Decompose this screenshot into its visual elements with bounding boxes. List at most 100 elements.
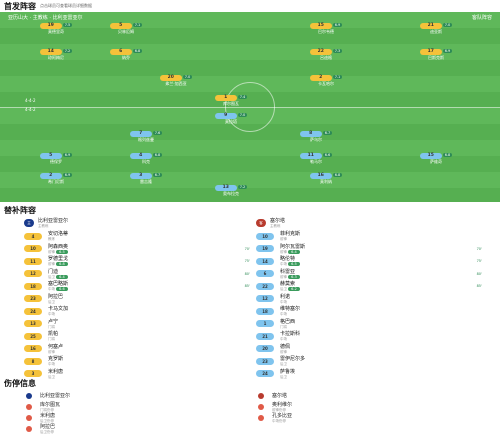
home-coach[interactable]: 主 比利亚雷亚尔 主教练	[24, 217, 68, 229]
sub-number: 20	[256, 345, 274, 353]
home-player-6[interactable]: 22 7.3 吕迪格	[300, 48, 352, 60]
player-number: 4	[129, 153, 152, 159]
injury-name: 孔多比亚	[272, 412, 293, 419]
home-player-5[interactable]: 6 6.8 纳乔	[100, 48, 152, 60]
player-rating: 7.5	[62, 23, 73, 27]
home-player-4[interactable]: 14 7.2 琼阿梅尼	[30, 48, 82, 60]
home-player-3[interactable]: 21 7.0 迪亚斯	[410, 22, 462, 34]
player-name: 弗兰·加西亚	[165, 81, 187, 86]
sub-name: 何塞卢	[48, 343, 64, 350]
home-player-0[interactable]: 19 7.5 莫德里奇	[30, 22, 82, 34]
home-sub-row[interactable]: 16 何塞卢 前锋	[24, 343, 250, 356]
injury-name: 奥利维尔	[272, 401, 293, 408]
sub-name: 阿拉巴	[48, 293, 64, 300]
away-sub-row[interactable]: 23 雷伊尼尔多 后卫	[256, 355, 482, 368]
away-injury-row[interactable]: 孔多比亚 中场伤停	[256, 412, 482, 423]
away-sub-row[interactable]: 12 利诺 中场	[256, 293, 482, 306]
sub-position: 后卫 6.4	[48, 274, 250, 279]
sub-rating: 6.3	[288, 274, 300, 279]
home-player-8[interactable]: 20 7.0 弗兰·加西亚	[150, 74, 202, 86]
away-team-label: 客队阵容	[471, 15, 492, 21]
player-rating: 7.1	[132, 23, 143, 27]
away-player-3[interactable]: 5 6.9 德保罗	[30, 152, 82, 164]
player-name: 德保罗	[50, 159, 62, 164]
away-player-0[interactable]: 9 7.0 莫拉塔	[205, 112, 257, 124]
away-sub-row[interactable]: 22 赫莫索 后卫 6.2 85'	[256, 280, 482, 293]
home-sub-row[interactable]: 23 阿拉巴 后卫	[24, 293, 250, 306]
away-sub-row[interactable]: 21 卡拉斯科 中场	[256, 330, 482, 343]
home-injury-row[interactable]: 米利唐 后卫伤停	[24, 412, 250, 423]
away-player-9[interactable]: 16 6.8 莫利纳	[300, 172, 352, 184]
home-sub-row[interactable]: 4 安切洛蒂 教练	[24, 230, 250, 243]
home-sub-row[interactable]: 10 阿森西奥 前锋 6.5 70'	[24, 243, 250, 256]
home-team-label: 亚历山大 · 主教练 · 比利亚雷亚尔	[8, 15, 83, 21]
home-sub-row[interactable]: 18 塞巴略斯 中场 6.6 85'	[24, 280, 250, 293]
away-sub-row[interactable]: 10 菲利克斯 前锋	[256, 230, 482, 243]
home-sub-row[interactable]: 8 克罗斯 中场	[24, 355, 250, 368]
sub-number: 12	[256, 295, 274, 303]
away-injury-coach: 塞尔塔	[256, 390, 482, 401]
away-player-5[interactable]: 11 6.6 勒马尔	[290, 152, 342, 164]
sub-name: 雷伊尼尔多	[280, 356, 306, 363]
player-number: 15	[419, 153, 442, 159]
away-sub-row[interactable]: 19 阿尔瓦雷斯 前锋 6.4 70'	[256, 243, 482, 256]
sub-name: 德佩	[280, 343, 291, 350]
home-sub-row[interactable]: 12 门迪 后卫 6.4 80'	[24, 268, 250, 281]
away-sub-row[interactable]: 14 略伦特 中场 6.5 75'	[256, 255, 482, 268]
player-number: 21	[419, 23, 442, 29]
player-rating: 6.9	[442, 49, 453, 53]
injury-name: 阿拉巴	[40, 423, 56, 430]
away-sub-row[interactable]: 20 德佩 前锋	[256, 343, 482, 356]
player-rating: 7.0	[237, 113, 248, 117]
sub-name: 萨鲁埃	[280, 368, 296, 375]
away-player-10[interactable]: 13 7.2 奥布拉克	[205, 184, 257, 196]
sub-number: 24	[24, 307, 42, 315]
away-player-2[interactable]: 8 6.7 萨乌尔	[290, 130, 342, 142]
sub-number: 22	[256, 282, 274, 290]
away-player-4[interactable]: 4 6.8 科克	[120, 152, 172, 164]
player-name: 纳乔	[122, 55, 130, 60]
sub-name: 阿森西奥	[48, 243, 69, 250]
lineup-header: 首发阵容 点击球员可查看球员详细数据	[0, 0, 500, 12]
home-sub-row[interactable]: 11 罗德里戈 前锋 6.8 75'	[24, 255, 250, 268]
sub-number: 8	[24, 357, 42, 365]
player-number: 9	[214, 113, 237, 119]
home-sub-row[interactable]: 13 卢宁 门将	[24, 318, 250, 331]
sub-position: 前锋 6.5	[48, 249, 250, 254]
sub-name: 利诺	[280, 293, 291, 300]
sub-rating: 6.6	[56, 287, 68, 292]
away-injury-row[interactable]: 奥利维尔 前锋伤停	[256, 401, 482, 412]
sub-name: 凯帕	[48, 331, 59, 338]
home-player-9[interactable]: 2 7.1 卡瓦哈尔	[300, 74, 352, 86]
home-player-1[interactable]: 5 7.1 贝林厄姆	[100, 22, 152, 34]
sub-position: 前锋	[48, 349, 55, 354]
home-sub-row[interactable]: 3 米利唐 后卫	[24, 368, 250, 381]
away-coach[interactable]: 客 塞尔塔 主教练	[256, 217, 285, 229]
sub-name: 门迪	[48, 268, 59, 275]
away-sub-row[interactable]: 1 格巴西 门将	[256, 318, 482, 331]
home-injury-list: 比利亚雷亚尔 库尔图瓦 门将伤停 米利唐 后卫伤停 阿拉巴 后卫伤停	[24, 390, 250, 434]
home-player-10[interactable]: 1 7.4 库尔图瓦	[205, 94, 257, 106]
away-sub-row[interactable]: 18 维特塞尔 中场	[256, 305, 482, 318]
lineup-subtitle: 点击球员可查看球员详细数据	[40, 3, 92, 8]
home-injury-row[interactable]: 库尔图瓦 门将伤停	[24, 401, 250, 412]
sub-name: 塞巴略斯	[48, 281, 69, 288]
player-rating: 7.0	[182, 75, 193, 79]
sub-time: 75'	[244, 259, 250, 264]
away-player-7[interactable]: 2 6.9 希门尼斯	[30, 172, 82, 184]
player-name: 卡瓦哈尔	[318, 81, 334, 86]
home-player-2[interactable]: 15 6.9 巴尔韦德	[300, 22, 352, 34]
away-player-1[interactable]: 7 7.6 格列兹曼	[120, 130, 172, 142]
away-player-8[interactable]: 3 6.7 雷吉隆	[120, 172, 172, 184]
player-name: 科克	[142, 159, 150, 164]
player-rating: 7.3	[332, 49, 343, 53]
home-sub-row[interactable]: 25 凯帕 门将	[24, 330, 250, 343]
home-sub-row[interactable]: 24 卡马文加 中场	[24, 305, 250, 318]
away-player-6[interactable]: 15 6.8 萨维奇	[410, 152, 462, 164]
home-injury-row[interactable]: 阿拉巴 后卫伤停	[24, 423, 250, 434]
home-player-7[interactable]: 17 6.9 巴斯克斯	[410, 48, 462, 60]
away-sub-row[interactable]: 6 科雷亚 前锋 6.3 80'	[256, 268, 482, 281]
player-rating: 6.8	[132, 49, 143, 53]
sub-time: 70'	[476, 246, 482, 251]
away-sub-row[interactable]: 24 萨鲁埃 后卫	[256, 368, 482, 381]
